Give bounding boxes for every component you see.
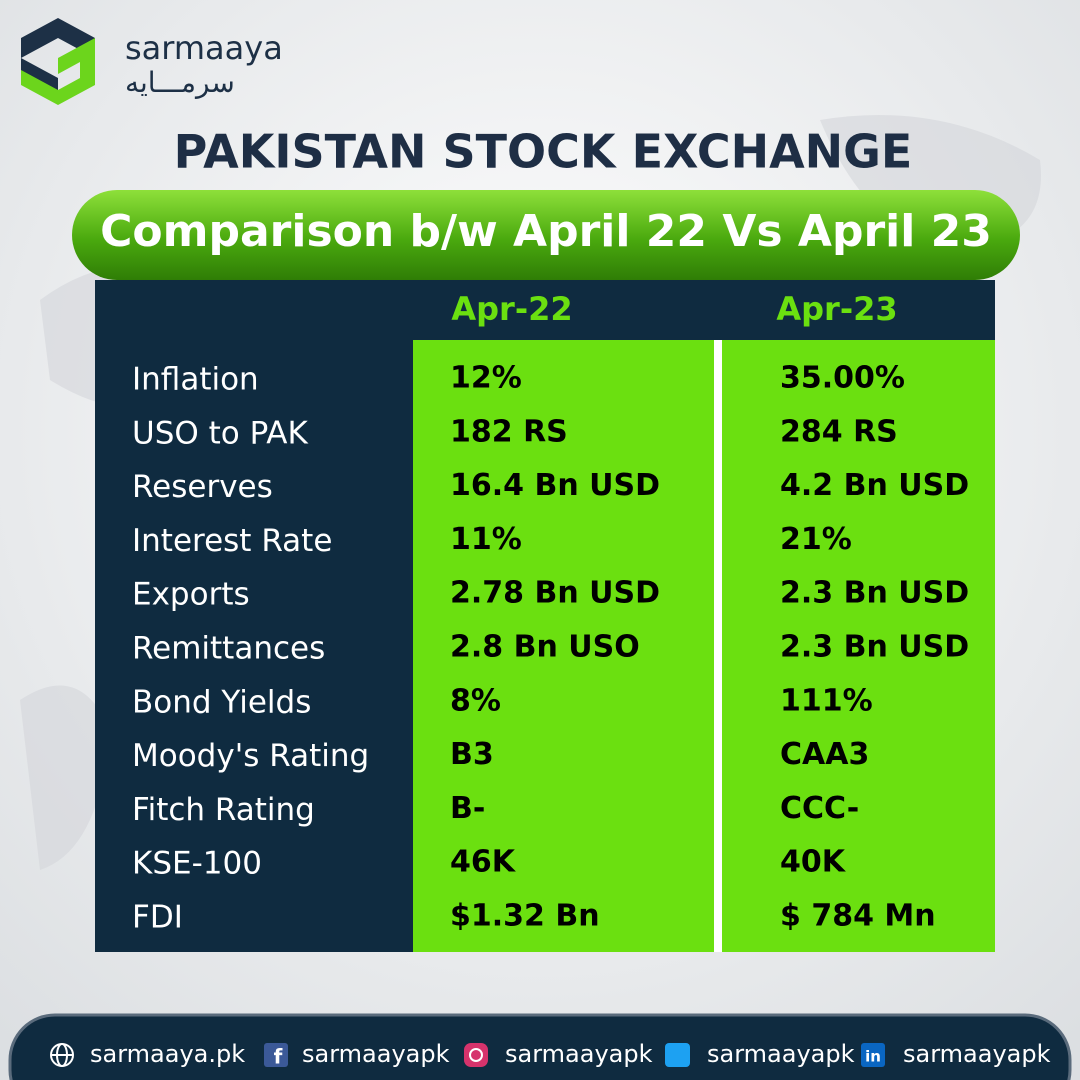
cell-value: 8% xyxy=(450,683,501,718)
logo xyxy=(21,18,95,105)
cell-value: 11% xyxy=(450,522,522,557)
column-divider xyxy=(714,340,722,952)
brand-urdu: سرمـــايه xyxy=(125,66,235,99)
svg-text:in: in xyxy=(865,1048,881,1066)
cell-value: 35.00% xyxy=(780,361,905,396)
cell-value: 2.78 Bn USD xyxy=(450,576,660,611)
svg-text:f: f xyxy=(274,1045,283,1069)
subtitle: Comparison b/w April 22 Vs April 23 xyxy=(100,206,992,257)
footer-icons: f in xyxy=(50,1043,885,1069)
row-label: Interest Rate xyxy=(132,523,332,559)
subtitle-pill xyxy=(72,190,1020,280)
cell-value: CCC- xyxy=(780,791,859,826)
column-header: Apr-23 xyxy=(776,290,897,328)
footer-link: sarmaaya.pk xyxy=(90,1040,245,1068)
footer-link: sarmaayapk xyxy=(302,1040,450,1068)
cell-value: B3 xyxy=(450,737,494,772)
row-label: Remittances xyxy=(132,631,325,667)
cell-value: CAA3 xyxy=(780,737,869,772)
cell-value: $ 784 Mn xyxy=(780,899,936,934)
row-label: Exports xyxy=(132,577,250,613)
cell-value: 16.4 Bn USD xyxy=(450,468,660,503)
row-label: USO to PAK xyxy=(132,415,309,451)
row-label: Bond Yields xyxy=(132,684,311,720)
cell-value: 2.8 Bn USO xyxy=(450,630,640,665)
cell-value: 46K xyxy=(450,845,517,880)
cell-value: 21% xyxy=(780,522,852,557)
row-label: Fitch Rating xyxy=(132,792,315,828)
cell-value: $1.32 Bn xyxy=(450,899,600,934)
cell-value: 12% xyxy=(450,361,522,396)
cell-value: 4.2 Bn USD xyxy=(780,468,969,503)
cell-value: B- xyxy=(450,791,485,826)
cell-value: 182 RS xyxy=(450,414,568,449)
column-header: Apr-22 xyxy=(451,290,572,328)
cell-value: 40K xyxy=(780,845,847,880)
footer-links: sarmaaya.pk sarmaayapk sarmaayapk sarmaayap… xyxy=(90,1040,1051,1068)
row-label: Reserves xyxy=(132,469,273,505)
table-rows: Inflation 12% 35.00% USO to PAK 182 RS 284 RS… xyxy=(132,361,969,936)
cell-value: 284 RS xyxy=(780,414,898,449)
row-label: Inflation xyxy=(132,362,259,398)
row-label: Moody's Rating xyxy=(132,738,369,774)
cell-value: 2.3 Bn USD xyxy=(780,630,969,665)
cell-value: 111% xyxy=(780,683,873,718)
footer-link: sarmaayapk xyxy=(903,1040,1051,1068)
brand-name: sarmaaya xyxy=(125,29,283,67)
row-label: KSE-100 xyxy=(132,846,262,882)
cell-value: 2.3 Bn USD xyxy=(780,576,969,611)
title: PAKISTAN STOCK EXCHANGE xyxy=(174,125,913,179)
footer-link: sarmaayapk xyxy=(707,1040,855,1068)
row-label: FDI xyxy=(132,900,183,936)
column-apr23 xyxy=(722,340,995,952)
column-apr22 xyxy=(413,340,714,952)
footer-link: sarmaayapk xyxy=(505,1040,653,1068)
